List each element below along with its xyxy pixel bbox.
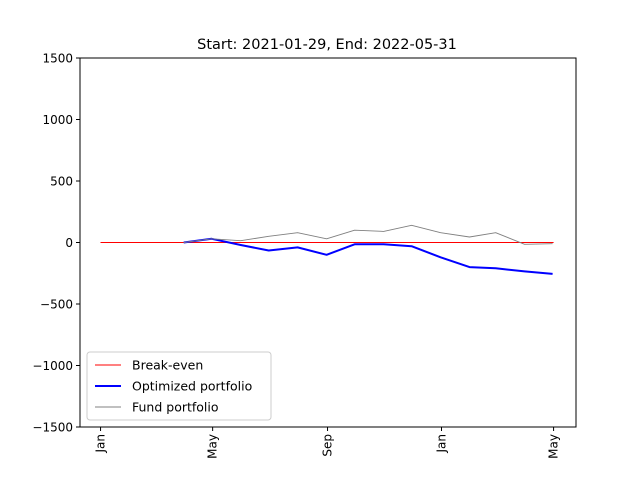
y-tick-label: −500: [40, 298, 73, 312]
x-tick-label: May: [547, 434, 561, 459]
series-line-optimized-portfolio: [183, 237, 553, 275]
y-tick-label: −1500: [32, 421, 73, 435]
legend-box: [86, 351, 272, 421]
plot-area: [100, 224, 554, 275]
x-tick-label: Jan: [94, 434, 108, 454]
y-tick-label: 1000: [42, 113, 73, 127]
legend: Break-even Optimized portfolio Fund portfo…: [86, 351, 272, 421]
x-tick-label: Jan: [434, 434, 448, 454]
legend-label: Break-even: [132, 358, 203, 373]
chart-title: Start: 2021-01-29, End: 2022-05-31: [197, 37, 457, 53]
series-line-fund-portfolio: [183, 224, 553, 245]
y-tick-label: −1000: [32, 359, 73, 373]
y-tick-label: 500: [50, 175, 73, 189]
x-tick-label: May: [206, 434, 220, 459]
y-tick-label: 0: [65, 236, 73, 250]
legend-label: Fund portfolio: [132, 400, 219, 415]
axes: 1500 1000 500 0 −500 −1000 −1500 Jan May Sep Jan Ma…: [32, 52, 577, 459]
legend-label: Optimized portfolio: [132, 379, 252, 394]
x-tick-label: Sep: [321, 434, 335, 457]
y-tick-label: 1500: [42, 52, 73, 66]
